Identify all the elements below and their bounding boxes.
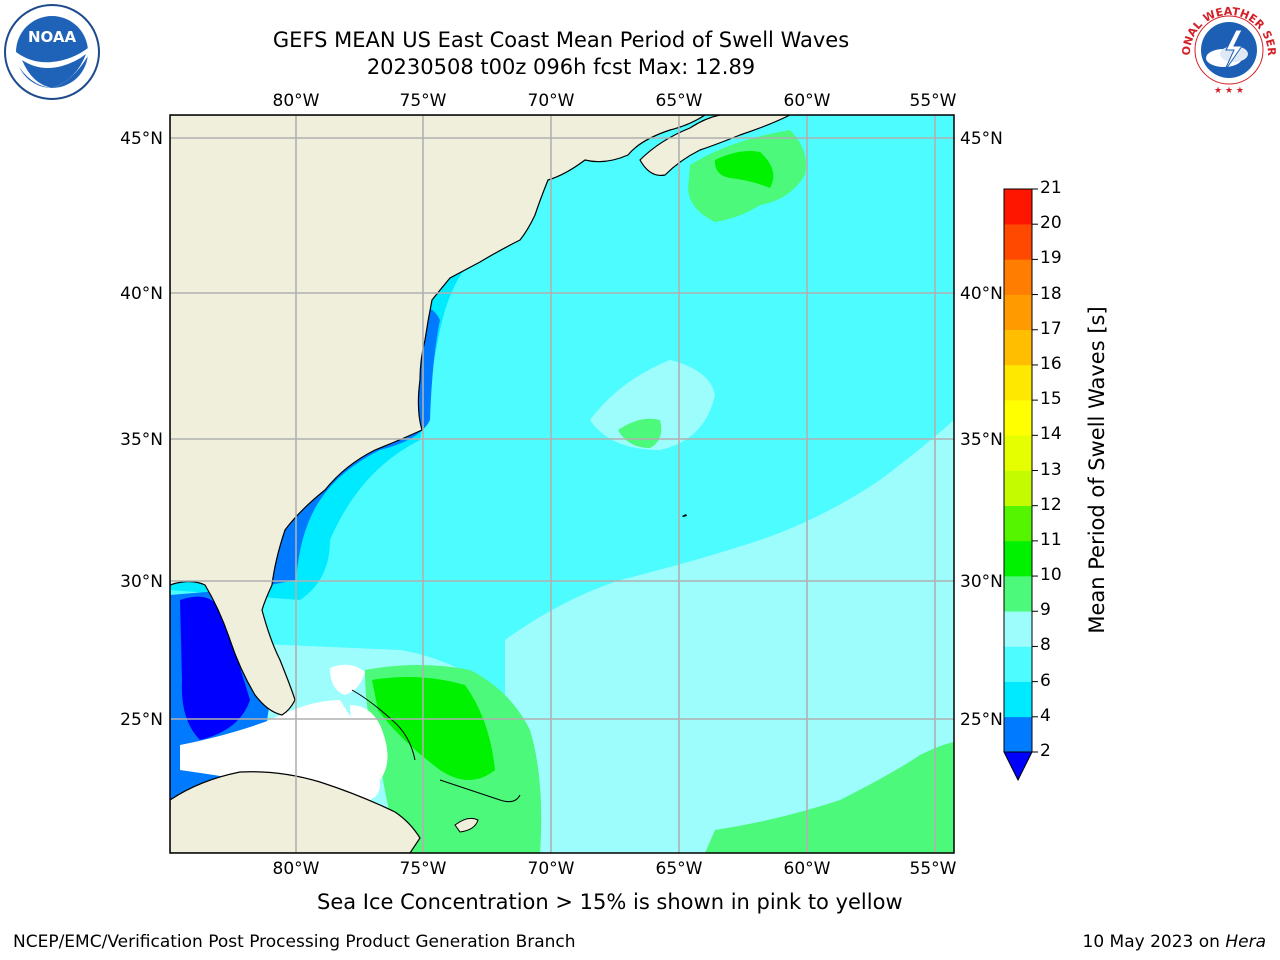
colorbar-tick-label: 4 xyxy=(1040,705,1051,726)
colorbar-tick-label: 21 xyxy=(1040,178,1062,198)
lon-label-top: 65°W xyxy=(656,91,703,111)
colorbar-tick-label: 2 xyxy=(1040,741,1051,761)
lat-label-left: 45°N xyxy=(120,129,163,149)
lat-label-right: 40°N xyxy=(960,284,1003,304)
colorbar-bin xyxy=(1004,364,1032,401)
colorbar xyxy=(1003,188,1038,782)
lon-label-bottom: 75°W xyxy=(400,859,447,879)
lon-label-bottom: 70°W xyxy=(528,859,575,879)
chart-title: GEFS MEAN US East Coast Mean Period of S… xyxy=(272,28,850,52)
colorbar-bin xyxy=(1004,505,1032,542)
colorbar-bin xyxy=(1004,294,1032,331)
colorbar-bin xyxy=(1004,259,1032,295)
footer-date: 10 May 2023 on Hera xyxy=(1082,932,1267,952)
colorbar-tick-label: 17 xyxy=(1040,318,1062,339)
lon-label-bottom: 55°W xyxy=(910,859,957,879)
colorbar-bin xyxy=(1004,435,1032,471)
colorbar-title: Mean Period of Swell Waves [s] xyxy=(1085,306,1109,634)
noaa-logo: NOAA xyxy=(4,4,100,100)
footer-credit: NCEP/EMC/Verification Post Processing Pr… xyxy=(13,932,576,952)
swell-period-under-gulf xyxy=(180,596,250,740)
island-bahamas-2 xyxy=(439,779,521,803)
lon-label-top: 55°W xyxy=(910,91,957,111)
swell-period-9-10-se xyxy=(705,742,954,853)
colorbar-bin xyxy=(1004,611,1032,647)
lat-label-right: 35°N xyxy=(960,430,1003,450)
nws-seal: NATIONAL WEATHER SERVICE ★ ★ ★ xyxy=(1178,0,1278,96)
lon-label-top: 60°W xyxy=(784,91,831,111)
no-data-bahamas-b xyxy=(350,705,388,780)
colorbar-bin xyxy=(1004,329,1032,366)
colorbar-tick-label: 8 xyxy=(1040,635,1051,656)
colorbar-tick-label: 11 xyxy=(1040,529,1062,550)
lat-label-right: 25°N xyxy=(960,710,1003,730)
swell-period-10-11-bahamas xyxy=(372,676,495,780)
colorbar-tick-label: 20 xyxy=(1040,213,1062,234)
map-frame xyxy=(169,114,955,854)
swell-period-9-10-mid xyxy=(618,418,662,448)
graticule xyxy=(170,115,954,853)
swell-period-8-9-b xyxy=(590,360,715,450)
colorbar-under-arrow xyxy=(1003,751,1033,782)
swell-period-10-11-n xyxy=(714,151,774,188)
colorbar-tick-label: 13 xyxy=(1040,459,1062,480)
swell-period-8-9 xyxy=(505,420,954,853)
colorbar-bin xyxy=(1004,681,1032,718)
colorbar-bin xyxy=(1004,646,1032,682)
colorbar-bin xyxy=(1004,540,1032,577)
colorbar-tick-label: 16 xyxy=(1040,353,1062,374)
lat-label-right: 45°N xyxy=(960,129,1003,149)
land-nova-scotia xyxy=(639,115,791,177)
lon-label-bottom: 80°W xyxy=(273,859,320,879)
colorbar-bin xyxy=(1004,470,1032,506)
colorbar-tick-label: 19 xyxy=(1040,248,1062,269)
island-bahamas-1 xyxy=(351,689,416,761)
colorbar-bin xyxy=(1004,400,1032,436)
colorbar-bin xyxy=(1004,224,1032,260)
lat-label-left: 30°N xyxy=(120,572,163,592)
svg-text:★ ★ ★: ★ ★ ★ xyxy=(1214,86,1244,96)
lon-label-bottom: 60°W xyxy=(784,859,831,879)
footer-host: Hera xyxy=(1225,932,1266,952)
colorbar-tick-label: 14 xyxy=(1040,424,1062,445)
svg-text:NOAA: NOAA xyxy=(28,28,77,46)
lon-label-top: 80°W xyxy=(273,91,320,111)
lon-label-top: 75°W xyxy=(400,91,447,111)
no-data-bahamas xyxy=(330,664,365,695)
colorbar-tick-label: 9 xyxy=(1040,600,1051,621)
lat-label-left: 35°N xyxy=(120,430,163,450)
lon-label-top: 70°W xyxy=(528,91,575,111)
sea-ice-note: Sea Ice Concentration > 15% is shown in … xyxy=(317,890,903,914)
colorbar-bin xyxy=(1004,189,1032,225)
colorbar-tick-label: 12 xyxy=(1040,494,1062,515)
colorbar-bin xyxy=(1004,576,1032,612)
island-bermuda xyxy=(682,514,687,517)
colorbar-tick-label: 6 xyxy=(1040,670,1051,691)
colorbar-tick-label: 15 xyxy=(1040,389,1062,410)
land-north-america xyxy=(170,115,707,716)
colorbar-tick-label: 10 xyxy=(1040,565,1062,586)
lat-label-left: 25°N xyxy=(120,710,163,730)
lon-label-bottom: 65°W xyxy=(656,859,703,879)
colorbar-tick-label: 18 xyxy=(1040,283,1062,304)
island-hispaniola xyxy=(454,817,479,833)
lat-label-left: 40°N xyxy=(120,284,163,304)
chart-subtitle: 20230508 t00z 096h fcst Max: 12.89 xyxy=(366,55,756,79)
land-cuba xyxy=(170,771,421,853)
colorbar-bin xyxy=(1004,716,1032,753)
lat-label-right: 30°N xyxy=(960,572,1003,592)
